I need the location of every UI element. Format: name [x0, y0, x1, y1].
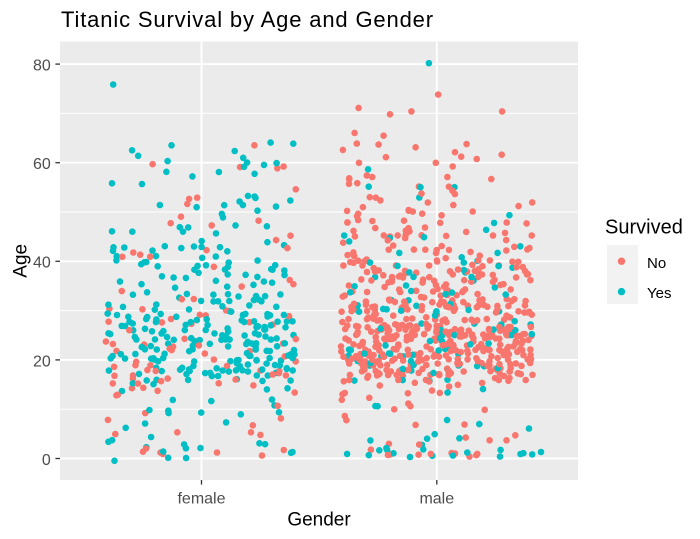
svg-text:Yes: Yes: [647, 285, 671, 302]
svg-text:female: female: [177, 491, 225, 508]
svg-text:0: 0: [42, 452, 51, 469]
svg-text:20: 20: [33, 353, 51, 370]
svg-text:Survived: Survived: [605, 216, 683, 238]
svg-text:40: 40: [33, 255, 51, 272]
svg-text:No: No: [647, 255, 666, 272]
svg-text:Gender: Gender: [287, 510, 351, 531]
svg-text:male: male: [419, 491, 454, 508]
svg-text:Titanic Survival by Age and Ge: Titanic Survival by Age and Gender: [61, 7, 434, 32]
svg-text:80: 80: [33, 58, 51, 75]
svg-text:60: 60: [33, 156, 51, 173]
svg-text:Age: Age: [11, 244, 32, 278]
